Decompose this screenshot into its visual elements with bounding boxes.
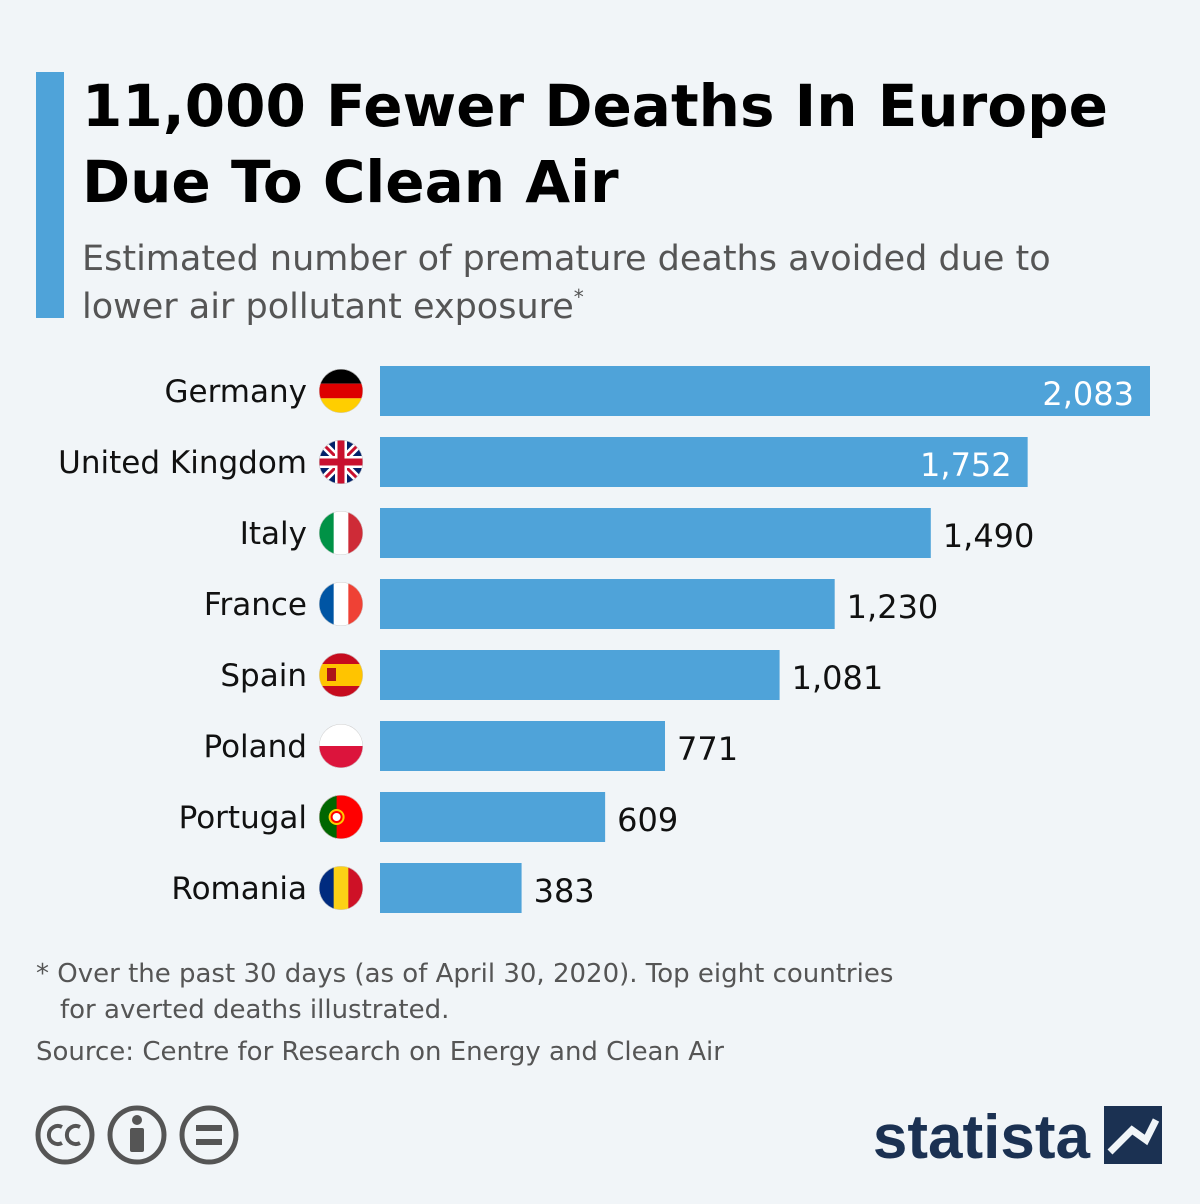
y-tick-label: Germany xyxy=(165,374,307,410)
footnote: for averted deaths illustrated. xyxy=(60,995,449,1025)
flag-stripe xyxy=(319,724,363,746)
flag-cross xyxy=(319,440,363,484)
flag-stripe xyxy=(348,511,363,555)
value-label: 383 xyxy=(534,872,595,910)
flag-stripe xyxy=(319,686,363,697)
nd-bar xyxy=(196,1125,222,1131)
value-label: 771 xyxy=(677,730,738,768)
y-tick-label: Portugal xyxy=(179,800,307,836)
flag xyxy=(319,866,363,910)
flag-stripe xyxy=(333,866,349,910)
y-tick-label: Romania xyxy=(171,871,307,907)
flag xyxy=(319,369,363,413)
value-label: 1,490 xyxy=(943,517,1035,555)
cc-glyph xyxy=(46,1124,81,1146)
y-tick-label: Italy xyxy=(240,516,307,552)
by-icon xyxy=(107,1105,167,1165)
logo-mark xyxy=(1107,1118,1160,1155)
flag-stripe xyxy=(348,866,363,910)
flag xyxy=(319,582,363,626)
bar xyxy=(380,721,666,771)
value-label: 2,083 xyxy=(1042,375,1134,413)
flag-stripe xyxy=(319,746,363,768)
by-head xyxy=(132,1115,142,1125)
bar xyxy=(380,508,931,558)
flag xyxy=(319,724,363,768)
y-tick-label: United Kingdom xyxy=(58,445,307,481)
nd-bar xyxy=(196,1139,222,1145)
chart-subtitle: lower air pollutant exposure* xyxy=(82,285,584,327)
subtitle-line: lower air pollutant exposure xyxy=(82,287,574,327)
license-icons xyxy=(35,1105,239,1165)
flag-stripe xyxy=(319,369,363,384)
bar xyxy=(380,579,835,629)
flag-stripe xyxy=(348,582,363,626)
flag-stripe xyxy=(333,511,349,555)
flag-stripe xyxy=(319,383,363,399)
flag-stripe xyxy=(319,664,363,686)
accent-bar xyxy=(36,72,64,318)
subtitle-marker: * xyxy=(574,285,584,309)
y-tick-label: Spain xyxy=(220,658,307,694)
flag-stripe xyxy=(319,511,335,555)
flag xyxy=(319,795,363,839)
y-tick-label: Poland xyxy=(204,729,308,765)
flag-stripe xyxy=(333,582,349,626)
flag xyxy=(319,440,363,484)
bar xyxy=(380,792,606,842)
footnote: * Over the past 30 days (as of April 30,… xyxy=(36,959,893,989)
flag xyxy=(319,653,363,697)
bar xyxy=(380,650,780,700)
flag-stripe xyxy=(319,866,335,910)
chart-subtitle: Estimated number of premature deaths avo… xyxy=(82,239,1051,279)
y-tick-label: France xyxy=(204,587,307,623)
chart-title: Due To Clean Air xyxy=(82,148,619,216)
flag-stripe xyxy=(319,582,335,626)
bar xyxy=(380,437,1028,487)
flag-stripe xyxy=(319,795,337,839)
flag-stripe xyxy=(319,653,363,664)
value-label: 1,752 xyxy=(920,446,1012,484)
value-label: 1,230 xyxy=(847,588,939,626)
source: Source: Centre for Research on Energy an… xyxy=(36,1037,724,1067)
chart-title: 11,000 Fewer Deaths In Europe xyxy=(82,72,1108,140)
license-glyphs xyxy=(130,1115,222,1152)
cc-icon xyxy=(35,1105,95,1165)
flag-emblem xyxy=(327,668,336,681)
value-label: 1,081 xyxy=(792,659,884,697)
bar xyxy=(380,863,522,913)
brand-logo xyxy=(1104,1106,1162,1164)
flag-stripe xyxy=(319,398,363,413)
brand: statista xyxy=(873,1103,1091,1172)
bar xyxy=(380,366,1150,416)
value-label: 609 xyxy=(617,801,678,839)
flag-emblem xyxy=(330,811,343,823)
by-body xyxy=(130,1128,144,1152)
nd-icon xyxy=(179,1105,239,1165)
flag xyxy=(319,511,363,555)
